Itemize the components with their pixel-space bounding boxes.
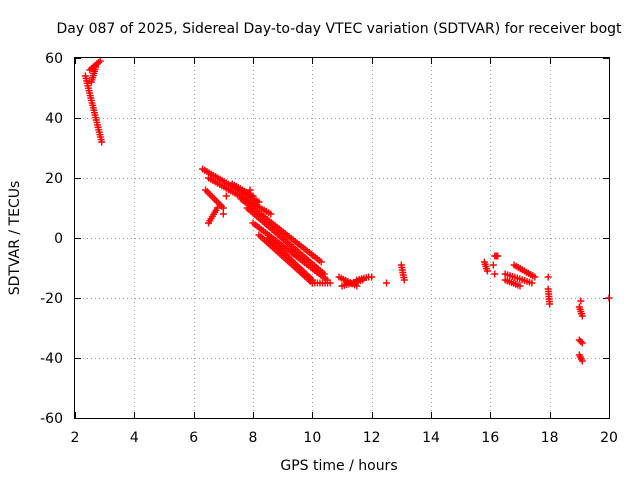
data-point bbox=[213, 204, 221, 212]
data-point bbox=[353, 282, 361, 290]
data-point bbox=[255, 198, 263, 206]
data-point bbox=[489, 261, 497, 269]
data-point bbox=[383, 279, 390, 287]
y-tick-label: -20 bbox=[40, 291, 63, 307]
x-tick-label: 6 bbox=[189, 430, 198, 446]
data-point bbox=[491, 270, 499, 278]
y-tick-label: 0 bbox=[54, 231, 63, 247]
y-tick-label: 20 bbox=[45, 171, 63, 187]
data-point bbox=[92, 63, 100, 71]
x-axis-label: GPS time / hours bbox=[280, 458, 397, 474]
data-point bbox=[368, 273, 376, 281]
x-tick-label: 14 bbox=[422, 430, 440, 446]
data-point bbox=[96, 57, 104, 65]
data-point bbox=[578, 357, 586, 365]
plot-frame bbox=[74, 57, 610, 419]
data-points bbox=[81, 57, 613, 365]
y-tick-label: 40 bbox=[45, 111, 63, 127]
x-tick-label: 12 bbox=[363, 430, 381, 446]
data-point bbox=[317, 258, 325, 266]
y-tick-label: -40 bbox=[40, 351, 63, 367]
x-tick-label: 8 bbox=[249, 430, 258, 446]
data-point bbox=[98, 138, 106, 146]
axis-ticks bbox=[75, 58, 610, 419]
data-point bbox=[494, 252, 502, 260]
data-point bbox=[577, 297, 585, 305]
data-point bbox=[528, 279, 536, 287]
x-tick-label: 2 bbox=[71, 430, 80, 446]
x-tick-label: 18 bbox=[541, 430, 559, 446]
data-point bbox=[219, 204, 227, 212]
y-tick-label: 60 bbox=[45, 51, 63, 67]
data-point bbox=[578, 312, 586, 320]
data-point bbox=[400, 276, 408, 284]
data-point bbox=[249, 192, 257, 200]
x-tick-label: 4 bbox=[130, 430, 139, 446]
x-tick-label: 20 bbox=[600, 430, 618, 446]
data-point bbox=[483, 267, 491, 275]
data-point bbox=[531, 273, 539, 281]
data-point bbox=[544, 273, 552, 281]
data-point bbox=[326, 279, 334, 287]
data-point bbox=[516, 282, 524, 290]
data-point bbox=[578, 339, 586, 347]
y-tick-label: -60 bbox=[40, 411, 63, 427]
data-point bbox=[246, 186, 254, 194]
x-tick-label: 16 bbox=[481, 430, 499, 446]
y-axis-label: SDTVAR / TECUs bbox=[7, 181, 23, 296]
data-point bbox=[577, 338, 585, 345]
data-point bbox=[267, 210, 275, 218]
chart-title: Day 087 of 2025, Sidereal Day-to-day VTE… bbox=[56, 21, 622, 37]
tick-labels: 2 4 6 8 10 12 14 16 18 20 -60 -40 -20 0 20 40 60 bbox=[40, 51, 618, 446]
data-point bbox=[222, 192, 230, 200]
x-tick-label: 10 bbox=[303, 430, 321, 446]
data-point bbox=[219, 210, 227, 218]
data-point bbox=[546, 300, 554, 308]
grid-lines bbox=[75, 58, 609, 418]
